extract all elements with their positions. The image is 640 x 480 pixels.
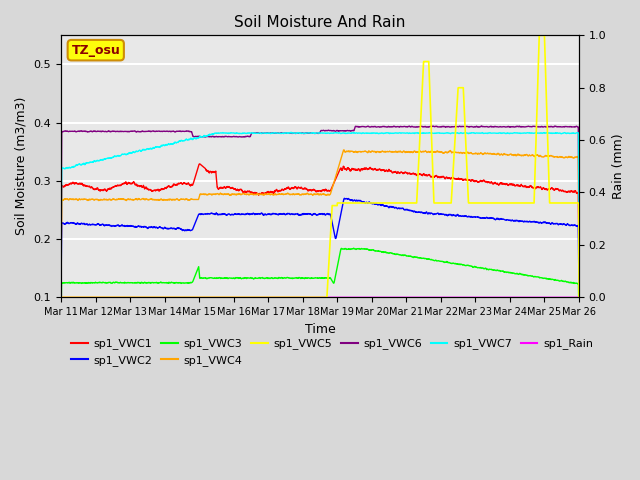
sp1_Rain	[278, 294, 286, 300]
sp1_VWC4	[147, 196, 155, 202]
sp1_VWC1	[256, 191, 264, 196]
sp1_VWC6	[509, 124, 517, 130]
sp1_VWC4	[575, 254, 583, 260]
sp1_Rain	[57, 294, 65, 300]
sp1_VWC4	[116, 196, 124, 202]
sp1_VWC4	[340, 147, 348, 153]
sp1_VWC2	[147, 224, 155, 230]
sp1_VWC6	[575, 239, 583, 244]
sp1_VWC7	[565, 131, 573, 136]
sp1_VWC2	[116, 223, 124, 229]
sp1_VWC1	[509, 181, 517, 187]
sp1_VWC3	[57, 316, 65, 322]
Line: sp1_VWC7: sp1_VWC7	[61, 132, 579, 262]
Y-axis label: Soil Moisture (m3/m3): Soil Moisture (m3/m3)	[15, 97, 28, 236]
sp1_VWC7	[116, 153, 124, 159]
sp1_VWC3	[147, 280, 155, 286]
Y-axis label: Rain (mm): Rain (mm)	[612, 133, 625, 199]
sp1_VWC3	[565, 280, 573, 286]
sp1_Rain	[147, 294, 155, 300]
sp1_VWC3	[256, 275, 264, 281]
sp1_Rain	[116, 294, 124, 300]
sp1_VWC7	[57, 259, 65, 265]
Line: sp1_VWC6: sp1_VWC6	[61, 126, 579, 243]
Line: sp1_VWC2: sp1_VWC2	[61, 198, 579, 290]
sp1_VWC4	[278, 191, 286, 197]
sp1_VWC7	[509, 130, 517, 136]
X-axis label: Time: Time	[305, 323, 335, 336]
sp1_VWC1	[57, 267, 65, 273]
sp1_VWC3	[509, 270, 517, 276]
sp1_VWC6	[278, 130, 286, 136]
sp1_VWC3	[116, 280, 124, 286]
sp1_VWC6	[256, 131, 264, 136]
sp1_VWC5	[575, 294, 583, 300]
sp1_VWC1	[116, 182, 124, 188]
sp1_VWC3	[350, 245, 358, 251]
sp1_VWC1	[575, 271, 583, 277]
sp1_VWC2	[57, 287, 65, 292]
sp1_VWC1	[196, 161, 204, 167]
sp1_VWC7	[287, 130, 295, 135]
sp1_VWC5	[278, 294, 286, 300]
sp1_VWC5	[116, 294, 124, 300]
sp1_VWC5	[565, 200, 573, 206]
Line: sp1_VWC5: sp1_VWC5	[61, 36, 579, 297]
Line: sp1_VWC4: sp1_VWC4	[61, 150, 579, 277]
sp1_VWC2	[256, 211, 264, 217]
sp1_VWC7	[256, 130, 264, 136]
sp1_Rain	[575, 294, 583, 300]
sp1_VWC5	[147, 294, 155, 300]
sp1_VWC6	[477, 123, 485, 129]
sp1_VWC7	[278, 131, 286, 136]
sp1_VWC2	[565, 222, 573, 228]
sp1_VWC2	[278, 212, 286, 217]
sp1_Rain	[509, 294, 517, 300]
sp1_Rain	[256, 294, 264, 300]
sp1_VWC1	[278, 186, 286, 192]
sp1_VWC4	[57, 275, 65, 280]
sp1_VWC5	[536, 33, 543, 38]
sp1_VWC6	[565, 124, 573, 130]
sp1_VWC2	[509, 218, 517, 224]
Line: sp1_VWC3: sp1_VWC3	[61, 248, 579, 320]
sp1_VWC6	[147, 129, 155, 134]
sp1_VWC4	[256, 192, 264, 197]
sp1_VWC3	[278, 275, 286, 281]
sp1_VWC7	[147, 146, 155, 152]
sp1_Rain	[565, 294, 573, 300]
sp1_VWC6	[57, 240, 65, 246]
sp1_VWC3	[575, 317, 583, 323]
sp1_VWC5	[256, 294, 264, 300]
Title: Soil Moisture And Rain: Soil Moisture And Rain	[234, 15, 406, 30]
sp1_VWC1	[565, 189, 573, 194]
Legend: sp1_VWC1, sp1_VWC2, sp1_VWC3, sp1_VWC4, sp1_VWC5, sp1_VWC6, sp1_VWC7, sp1_Rain: sp1_VWC1, sp1_VWC2, sp1_VWC3, sp1_VWC4, …	[67, 334, 597, 370]
sp1_VWC4	[565, 154, 573, 159]
Text: TZ_osu: TZ_osu	[72, 44, 120, 57]
sp1_VWC6	[116, 129, 124, 134]
sp1_VWC2	[340, 195, 348, 201]
Line: sp1_VWC1: sp1_VWC1	[61, 164, 579, 274]
sp1_VWC5	[509, 200, 517, 206]
sp1_VWC2	[575, 288, 583, 293]
sp1_VWC7	[575, 214, 583, 219]
sp1_VWC4	[509, 152, 517, 158]
sp1_VWC1	[147, 187, 155, 192]
sp1_VWC5	[57, 294, 65, 300]
